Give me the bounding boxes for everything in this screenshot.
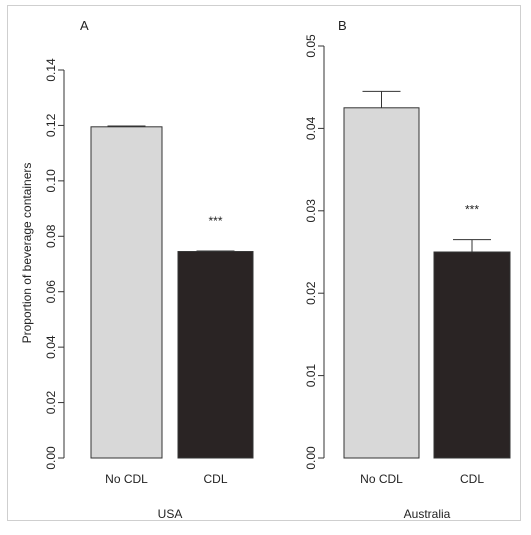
panel-b-y-tick-label: 0.05 (304, 34, 318, 58)
panel-b-y-tick-label: 0.02 (304, 281, 318, 305)
panel-b-category-label: No CDL (360, 472, 403, 486)
panel-b: B Australia 0.00 0.01 0.02 0.03 0.04 0.05 No C… (304, 18, 511, 521)
panel-b-y-tick-label: 0.04 (304, 116, 318, 140)
panel-a-bar (90, 126, 163, 459)
panel-b-y-tick-label: 0.03 (304, 199, 318, 223)
panel-b-letter: B (338, 18, 347, 33)
panel-a: A Proportion of beverage containers USA … (20, 18, 254, 521)
panel-a-significance-label: *** (208, 214, 222, 228)
panel-a-bar (177, 251, 254, 459)
panel-a-y-tick-label: 0.08 (44, 224, 58, 248)
panel-a-letter: A (80, 18, 89, 33)
panel-a-y-tick-label: 0.12 (44, 113, 58, 137)
panel-a-category-label: CDL (203, 472, 227, 486)
panel-b-bar (343, 107, 420, 459)
panel-a-y-tick-label: 0.04 (44, 335, 58, 359)
panel-a-y-tick-label: 0.00 (44, 446, 58, 470)
panel-b-y-tick-label: 0.00 (304, 446, 318, 470)
panel-b-significance-label: *** (465, 203, 479, 217)
panel-b-bar (433, 251, 511, 459)
panel-b-y-tick-label: 0.01 (304, 364, 318, 388)
panel-a-y-tick-label: 0.14 (44, 58, 58, 82)
panel-a-category-label: No CDL (105, 472, 148, 486)
panel-a-y-tick-label: 0.02 (44, 391, 58, 415)
panel-a-y-tick-label: 0.10 (44, 169, 58, 193)
panel-b-category-label: CDL (460, 472, 484, 486)
panel-a-x-axis-title: USA (158, 507, 183, 521)
panel-a-y-tick-label: 0.06 (44, 280, 58, 304)
panel-a-y-axis-label: Proportion of beverage containers (20, 163, 34, 344)
panel-b-x-axis-title: Australia (404, 507, 451, 521)
